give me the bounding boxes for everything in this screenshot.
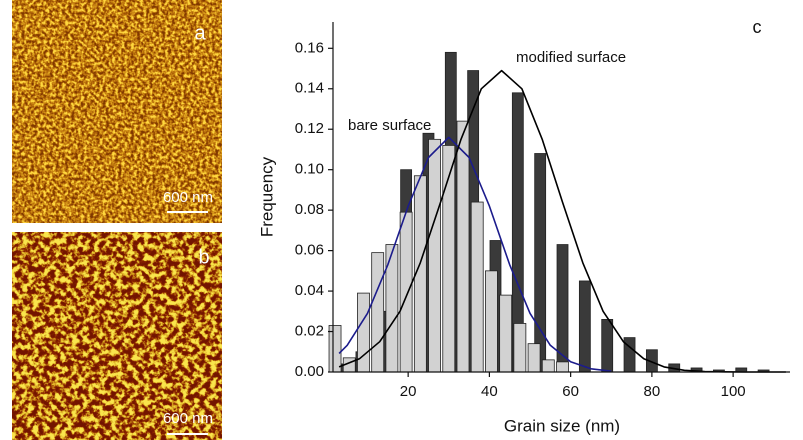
x-tick-label: 60 [562, 383, 579, 400]
bar [399, 211, 413, 373]
x-tick-label: 80 [644, 383, 661, 400]
bar [456, 120, 470, 373]
curve-label: modified surface [516, 49, 626, 66]
panel-label: b [198, 246, 209, 268]
y-tick-label: 0.14 [295, 80, 324, 97]
fit-curve [338, 69, 786, 373]
y-tick-label: 0.00 [295, 363, 324, 380]
y-tick-label: 0.10 [295, 161, 324, 178]
afm-image-a [12, 0, 222, 223]
bar [601, 318, 614, 373]
fit-curve [338, 136, 612, 372]
bar [541, 359, 555, 373]
y-tick-label: 0.08 [295, 201, 324, 218]
y-axis-label: Frequency [257, 156, 276, 237]
bar [499, 294, 513, 373]
plot-area: bare surface modified surface 0.00 0.02 0.04… [295, 22, 790, 400]
y-tick-label: 0.16 [295, 39, 324, 56]
bar [534, 153, 547, 373]
y-tick-label: 0.04 [295, 282, 324, 299]
bar [470, 201, 484, 373]
y-tick-label: 0.02 [295, 323, 324, 340]
y-tick-label: 0.06 [295, 242, 324, 259]
bar [357, 292, 370, 373]
bar [556, 361, 569, 373]
x-tick-label: 100 [721, 383, 746, 400]
bar [328, 325, 342, 373]
y-tick-label: 0.12 [295, 120, 324, 137]
bar [578, 280, 591, 373]
bar [371, 252, 385, 373]
afm-image-b [12, 232, 222, 440]
x-tick-label: 40 [481, 383, 498, 400]
bar [428, 138, 441, 373]
curve-label: bare surface [348, 117, 431, 134]
bar [513, 323, 527, 373]
x-tick-label: 20 [400, 383, 417, 400]
bar [485, 270, 498, 373]
scale-bar-label: 600 nm [163, 410, 213, 427]
panel-label: c [753, 17, 762, 37]
scale-bar-label: 600 nm [163, 189, 213, 206]
panel-label: a [194, 22, 206, 44]
x-axis-label: Grain size (nm) [504, 416, 620, 435]
bar [527, 343, 541, 373]
